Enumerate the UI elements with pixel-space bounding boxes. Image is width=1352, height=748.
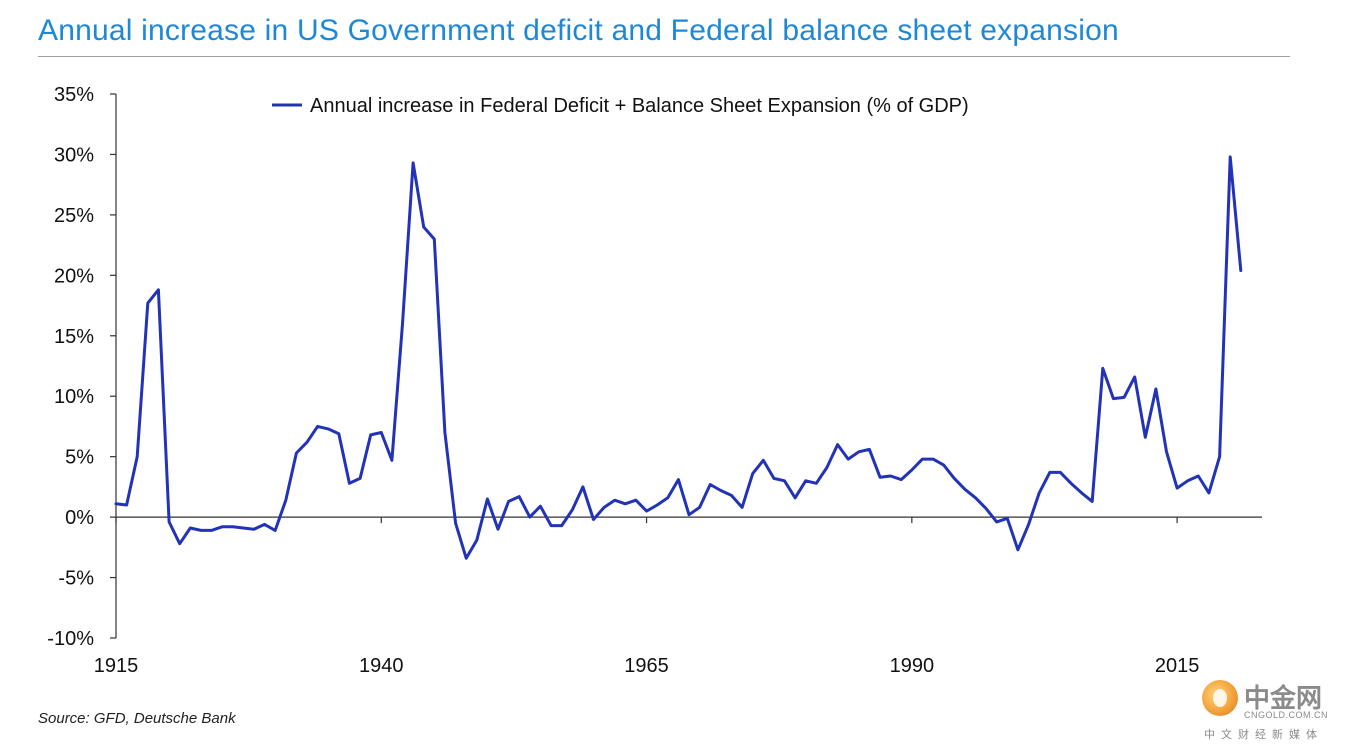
y-tick-label: 30% (54, 144, 94, 166)
series-line (114, 155, 1243, 560)
watermark: 中金网 CNGOLD.COM.CN 中文财经新媒体 (1196, 676, 1346, 742)
watermark-name: 中金网 (1244, 684, 1323, 714)
x-tick-label: 1915 (94, 655, 139, 677)
x-tick-label: 1940 (359, 655, 404, 677)
y-tick-label: 25% (54, 205, 94, 227)
y-tick-label: 15% (54, 326, 94, 348)
y-tick-label: 20% (54, 265, 94, 287)
x-tick-label: 2015 (1155, 655, 1200, 677)
y-tick-label: -5% (58, 568, 94, 590)
y-tick-label: -10% (47, 628, 94, 650)
y-tick-label: 10% (54, 386, 94, 408)
source-note: Source: GFD, Deutsche Bank (38, 710, 236, 727)
y-tick-label: 5% (65, 447, 94, 469)
x-tick-label: 1990 (890, 655, 935, 677)
y-tick-label: 0% (65, 507, 94, 529)
x-tick-label: 1965 (624, 655, 669, 677)
watermark-domain: CNGOLD.COM.CN (1244, 710, 1329, 720)
watermark-logo-icon (1202, 680, 1238, 716)
title-divider (38, 56, 1290, 57)
y-tick-label: 35% (54, 84, 94, 106)
watermark-tagline: 中文财经新媒体 (1204, 728, 1323, 741)
legend-label: Annual increase in Federal Deficit + Bal… (310, 95, 969, 117)
chart-title: Annual increase in US Government deficit… (38, 14, 1119, 47)
